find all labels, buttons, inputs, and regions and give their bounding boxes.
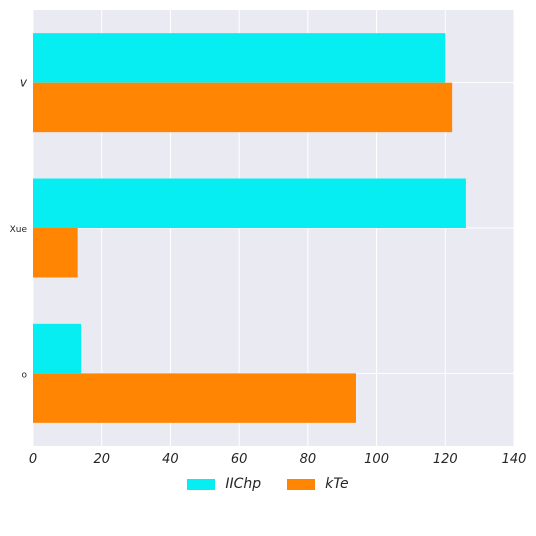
x-tick-label: 60 (231, 452, 248, 467)
x-tick-label: 120 (433, 452, 458, 467)
legend: IIChp kTe (0, 476, 536, 492)
x-tick-label: 20 (93, 452, 110, 467)
legend-item-iichp: IIChp (187, 476, 261, 492)
x-tick-label: 140 (502, 452, 527, 467)
legend-swatch-kte (287, 478, 316, 490)
bar-iichp-xue (33, 178, 466, 228)
bar-kte-xue (33, 228, 78, 278)
y-tick-label: v (20, 76, 28, 90)
bar-kte-o (33, 373, 356, 423)
y-tick-label: Xue (10, 225, 28, 235)
legend-label-kte: kTe (325, 476, 349, 492)
bar-iichp-v (33, 33, 446, 83)
legend-swatch-iichp (187, 478, 216, 490)
x-tick-label: 100 (364, 452, 389, 467)
x-axis-ticks: 0 20 40 60 80 100 120 140 (29, 452, 527, 467)
bars (33, 33, 466, 423)
y-axis-ticks: v Xue o (10, 76, 28, 381)
x-tick-label: 40 (162, 452, 179, 467)
y-tick-label: o (21, 370, 27, 380)
x-tick-label: 0 (29, 452, 37, 467)
legend-item-kte: kTe (287, 476, 349, 492)
legend-label-iichp: IIChp (225, 476, 262, 492)
x-tick-label: 80 (300, 452, 317, 467)
bar-kte-v (33, 82, 453, 133)
bar-iichp-o (33, 323, 82, 374)
